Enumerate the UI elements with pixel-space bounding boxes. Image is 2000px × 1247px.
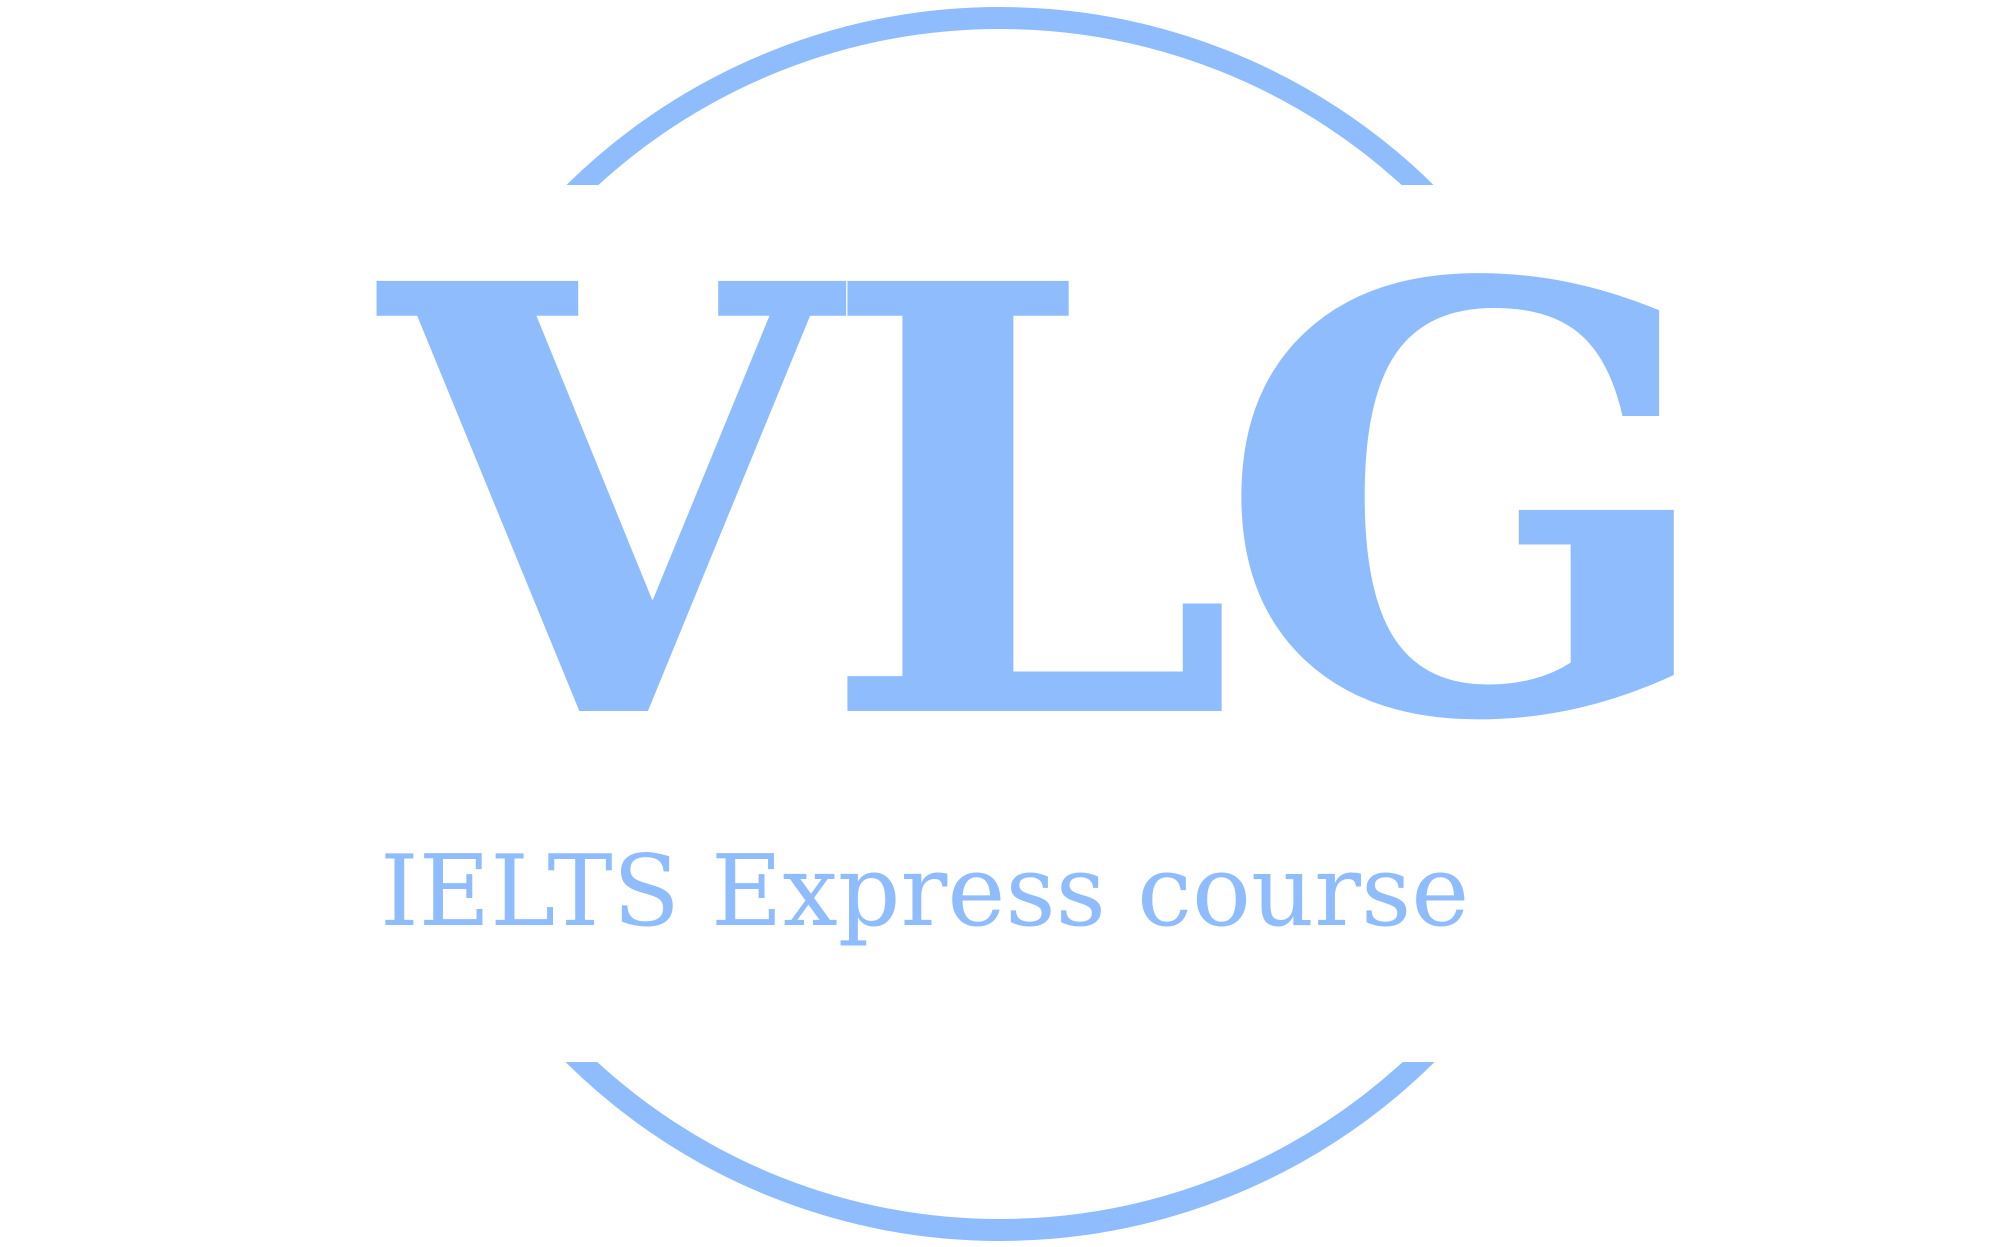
tagline: IELTS Express course (380, 835, 1470, 949)
ring-top-arc (566, 7, 1434, 185)
ring-bottom-arc (565, 1062, 1435, 1241)
brand-wordmark: VLG (380, 158, 1720, 851)
